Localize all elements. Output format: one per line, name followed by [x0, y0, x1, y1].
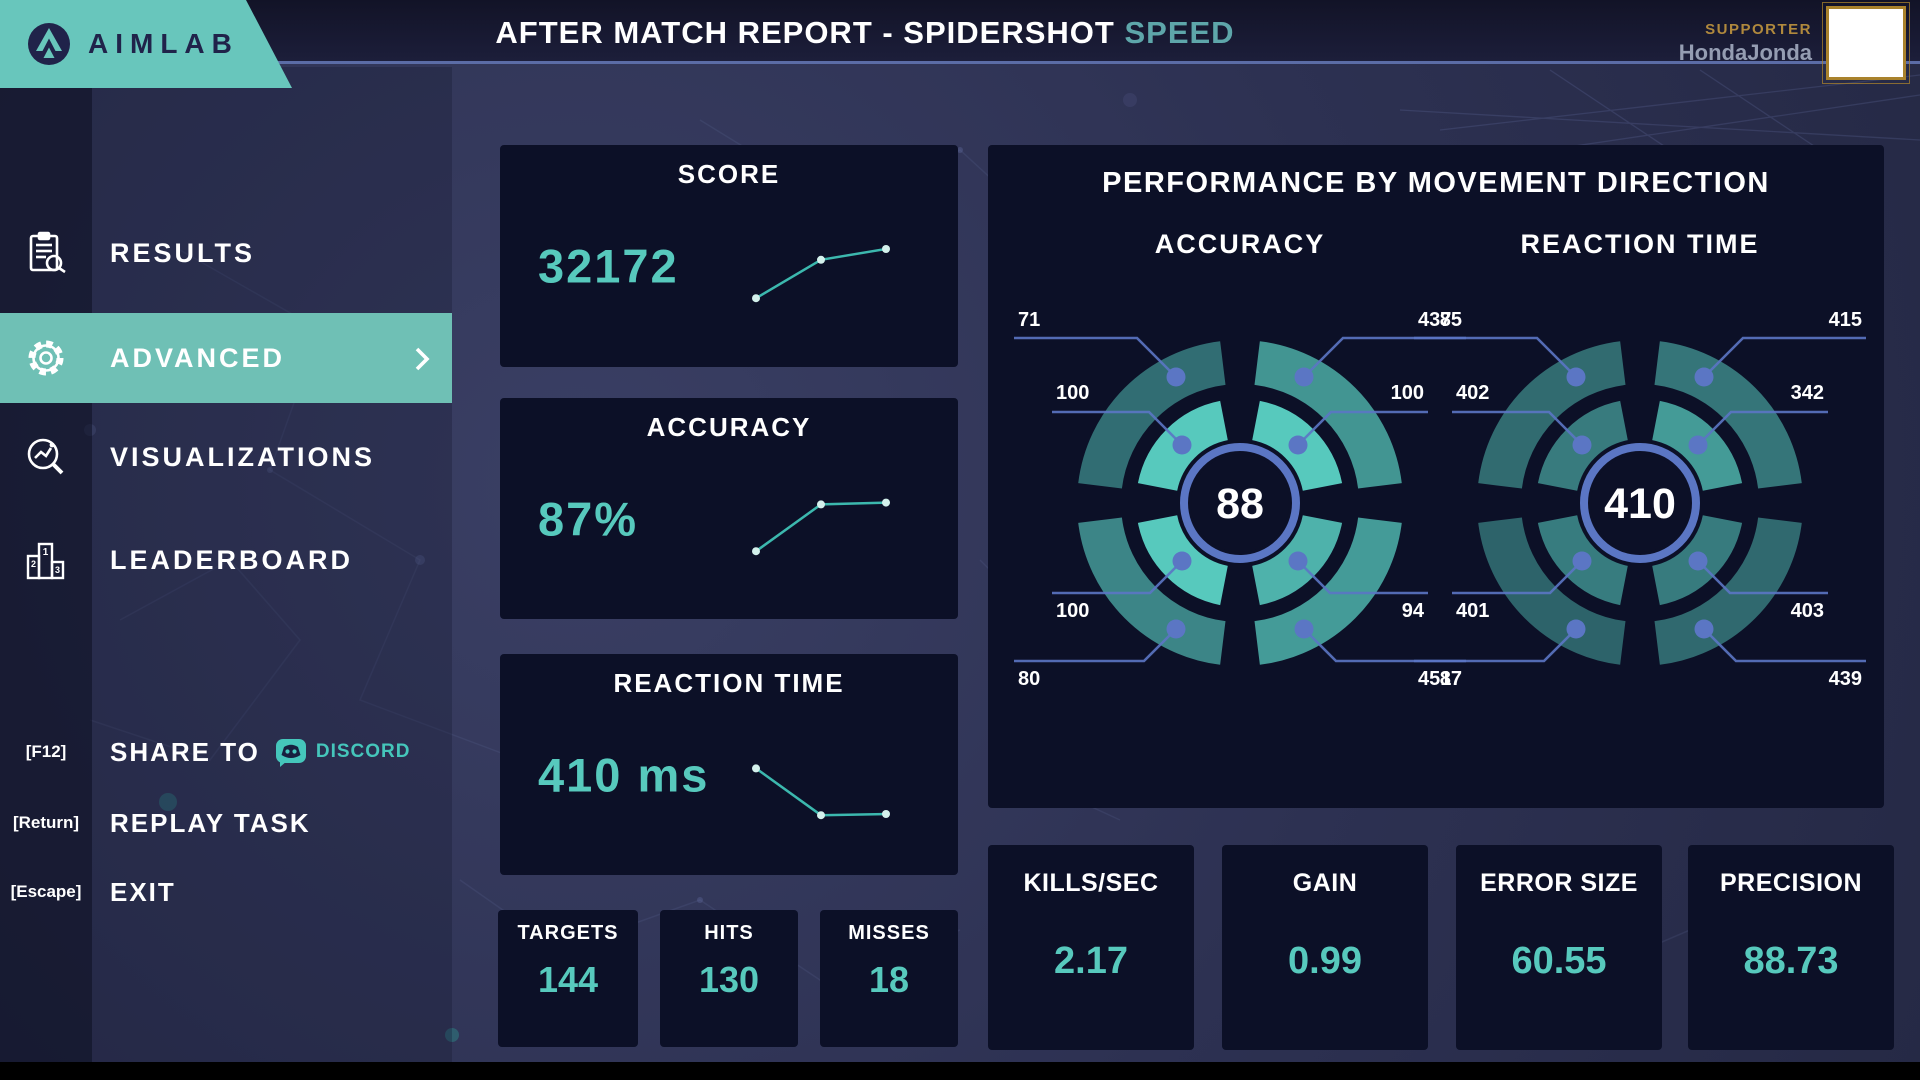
score-card: SCORE 32172: [500, 145, 958, 367]
aimlab-logo-plate: AIMLAB: [0, 0, 292, 88]
clipboard-results-icon: [0, 229, 92, 277]
chevron-right-icon: [415, 347, 430, 371]
svg-text:100: 100: [1056, 382, 1089, 404]
reaction-radial-title: REACTION TIME: [1520, 229, 1760, 259]
top-bar: [0, 0, 1920, 64]
shortcut-key-return: [Return]: [12, 813, 80, 832]
reaction-radial-chart: 437 415 451 439 402 342 401 403 410: [1412, 281, 1868, 721]
kills-per-sec-label: KILLS/SEC: [1023, 869, 1159, 897]
svg-text:439: 439: [1829, 668, 1862, 690]
exit-label: EXIT: [110, 876, 176, 907]
hits-label: HITS: [704, 922, 754, 944]
svg-text:403: 403: [1791, 600, 1824, 622]
accuracy-value: 87%: [538, 491, 639, 545]
misses-card: MISSES 18: [820, 910, 958, 1047]
hits-value: 130: [698, 959, 760, 1000]
reaction-time-card-title: REACTION TIME: [613, 668, 845, 698]
gain-label: GAIN: [1292, 869, 1358, 897]
share-to-discord-button[interactable]: [F12] SHARE TO DISCORD: [0, 722, 452, 782]
accuracy-card: ACCURACY 87%: [500, 398, 958, 619]
svg-text:71: 71: [1018, 309, 1040, 331]
svg-text:451: 451: [1418, 668, 1451, 690]
precision-label: PRECISION: [1719, 869, 1863, 897]
score-trend-sparkline: [752, 245, 890, 303]
score-card-title: SCORE: [677, 159, 781, 189]
sidebar-item-label: RESULTS: [110, 237, 256, 268]
aimlab-wordmark: AIMLAB: [88, 28, 239, 59]
supporter-name: HondaJonda: [1678, 39, 1812, 65]
gain-card: GAIN 0.99: [1222, 845, 1428, 1050]
radial-chart-svg: 71 85 80 87 100 100 100 94 88: [1014, 309, 1466, 690]
page-title: AFTER MATCH REPORT - SPIDERSHOT SPEED: [0, 15, 1730, 51]
precision-value: 88.73: [1743, 940, 1839, 982]
svg-text:2: 2: [31, 559, 36, 569]
kills-per-sec-value: 2.17: [1054, 940, 1128, 982]
reaction-time-value: 410 ms: [538, 747, 710, 801]
replay-task-button[interactable]: [Return] REPLAY TASK: [0, 793, 452, 853]
targets-value: 144: [537, 959, 599, 1000]
sidebar-item-label: VISUALIZATIONS: [110, 441, 376, 472]
svg-text:402: 402: [1456, 382, 1489, 404]
svg-text:415: 415: [1829, 309, 1862, 331]
targets-card: TARGETS 144: [498, 910, 638, 1047]
movement-panel-title: PERFORMANCE BY MOVEMENT DIRECTION: [1102, 167, 1770, 199]
svg-text:401: 401: [1456, 600, 1489, 622]
hits-card: HITS 130: [660, 910, 798, 1047]
score-value: 32172: [538, 239, 679, 293]
movement-direction-panel: PERFORMANCE BY MOVEMENT DIRECTION ACCURA…: [988, 145, 1884, 808]
sidebar-item-leaderboard[interactable]: 1 2 3 LEADERBOARD: [0, 516, 452, 604]
error-size-value: 60.55: [1511, 940, 1607, 982]
accuracy-radial-chart: 71 85 80 87 100 100 100 94 88: [1012, 281, 1468, 721]
supporter-label: SUPPORTER: [1705, 20, 1812, 38]
aimlab-logo-icon: [28, 23, 70, 65]
svg-text:437: 437: [1418, 309, 1451, 331]
svg-text:100: 100: [1056, 600, 1089, 622]
bottom-black-strip: [0, 1062, 1920, 1080]
gear-icon: [0, 334, 92, 382]
svg-text:342: 342: [1791, 382, 1824, 404]
svg-text:94: 94: [1402, 600, 1425, 622]
shortcut-key-escape: [Escape]: [10, 882, 82, 901]
page-title-main: AFTER MATCH REPORT - SPIDERSHOT: [495, 15, 1115, 50]
svg-text:80: 80: [1018, 668, 1040, 690]
discord-icon: [274, 737, 308, 767]
discord-wordmark: DISCORD: [315, 741, 411, 762]
sidebar-item-label: LEADERBOARD: [110, 544, 354, 575]
targets-label: TARGETS: [517, 922, 619, 944]
error-size-label: ERROR SIZE: [1480, 869, 1638, 897]
reaction-trend-sparkline: [752, 764, 890, 820]
misses-value: 18: [868, 959, 910, 1000]
svg-text:100: 100: [1391, 382, 1424, 404]
sidebar-item-advanced[interactable]: ADVANCED: [0, 313, 452, 403]
reaction-time-card: REACTION TIME 410 ms: [500, 654, 958, 875]
svg-text:85: 85: [1440, 309, 1462, 331]
page-title-accent: SPEED: [1124, 15, 1235, 50]
sidebar-item-results[interactable]: RESULTS: [0, 209, 452, 297]
accuracy-card-title: ACCURACY: [646, 412, 812, 442]
share-to-label: SHARE TO: [110, 736, 260, 767]
exit-button[interactable]: [Escape] EXIT: [0, 862, 452, 922]
supporter-avatar: [1822, 2, 1910, 84]
precision-card: PRECISION 88.73: [1688, 845, 1894, 1050]
svg-text:1: 1: [43, 547, 49, 558]
accuracy-trend-sparkline: [752, 498, 890, 556]
svg-text:88: 88: [1216, 480, 1264, 528]
podium-icon: 1 2 3: [0, 536, 92, 584]
radial-chart-svg: 437 415 451 439 402 342 401 403 410: [1414, 309, 1866, 690]
accuracy-radial-title: ACCURACY: [1154, 229, 1326, 259]
misses-label: MISSES: [848, 922, 930, 944]
svg-text:3: 3: [55, 565, 60, 575]
supporter-block: SUPPORTER HondaJonda: [1678, 2, 1910, 84]
svg-text:87: 87: [1440, 668, 1462, 690]
shortcut-key-f12: [F12]: [25, 742, 67, 761]
chart-magnifier-icon: [0, 433, 92, 481]
sidebar-item-label: ADVANCED: [110, 342, 286, 373]
gain-value: 0.99: [1288, 940, 1362, 982]
kills-per-sec-card: KILLS/SEC 2.17: [988, 845, 1194, 1050]
replay-task-label: REPLAY TASK: [110, 807, 311, 838]
svg-text:410: 410: [1604, 480, 1676, 528]
sidebar-item-visualizations[interactable]: VISUALIZATIONS: [0, 413, 452, 501]
error-size-card: ERROR SIZE 60.55: [1456, 845, 1662, 1050]
